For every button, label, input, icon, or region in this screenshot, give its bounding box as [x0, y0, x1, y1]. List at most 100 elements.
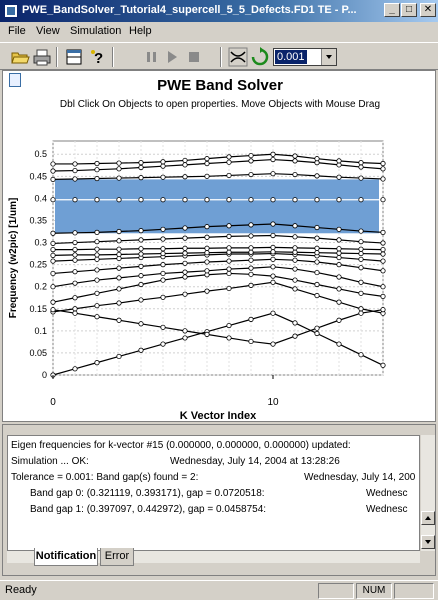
layout-icon[interactable]	[64, 47, 84, 67]
help-icon[interactable]: ?	[88, 47, 108, 67]
band-point	[72, 280, 78, 286]
menu-simulation[interactable]: Simulation	[70, 25, 122, 37]
chart-subtitle: Dbl Click On Objects to open properties.…	[59, 99, 381, 110]
band-line	[53, 153, 384, 165]
band-point	[160, 341, 166, 347]
band-point	[94, 314, 100, 320]
refresh-icon[interactable]	[250, 47, 270, 67]
band-point	[380, 240, 386, 246]
band-point	[160, 163, 166, 169]
band-point	[336, 262, 342, 268]
band-point	[160, 250, 166, 257]
band-point	[270, 244, 276, 251]
print-icon[interactable]	[32, 47, 52, 67]
band-point	[358, 279, 364, 285]
band-point	[50, 299, 56, 305]
band-point	[248, 245, 254, 251]
band-point	[358, 246, 364, 252]
band-point	[270, 256, 276, 262]
band-point	[204, 259, 210, 265]
band-point	[116, 166, 122, 172]
band-point	[204, 268, 210, 274]
band-point	[138, 281, 144, 288]
tab-notification[interactable]: Notification	[34, 548, 98, 566]
band-point	[50, 176, 56, 183]
band-point	[380, 307, 386, 313]
band-chart[interactable]: 0 0.05 0.1 0.15 0.2 0.25 0.3 0.35 0.4 0.45 0.5 0 10 K…	[3, 71, 435, 421]
band-point	[50, 270, 56, 277]
band-point	[94, 256, 100, 262]
band-point	[358, 164, 364, 170]
band-point	[160, 246, 166, 252]
band-point	[226, 154, 232, 160]
band-point	[380, 362, 386, 368]
menu-view[interactable]: View	[36, 25, 60, 37]
band-point	[292, 223, 298, 229]
close-button[interactable]: ✕	[420, 3, 436, 17]
band-point	[226, 335, 232, 341]
band-point	[358, 306, 364, 312]
band-point	[182, 235, 188, 241]
band-line	[52, 266, 384, 288]
maximize-button[interactable]: □	[401, 3, 417, 17]
zoom-fit-icon[interactable]	[228, 47, 248, 67]
vertical-scrollbar[interactable]	[421, 435, 435, 551]
band-point	[292, 153, 298, 159]
band-point	[160, 159, 166, 165]
band-point	[292, 277, 298, 283]
toolbar-separator	[220, 47, 222, 67]
minimize-button[interactable]: _	[384, 3, 400, 17]
band-point	[380, 247, 386, 253]
band-point	[50, 240, 56, 247]
bandgap-region	[55, 179, 379, 234]
band-point	[358, 175, 364, 181]
status-panel	[394, 583, 434, 599]
y-axis-label: Frequency (w2pic) [1/um]	[8, 198, 19, 319]
open-icon[interactable]	[10, 47, 30, 67]
band-point	[248, 265, 254, 271]
zoom-value: 0.001	[275, 50, 307, 64]
band-point	[292, 158, 298, 164]
band-point	[72, 230, 78, 236]
scroll-up-button[interactable]	[421, 511, 435, 525]
band-point	[270, 232, 276, 239]
pause-icon[interactable]	[142, 47, 162, 67]
band-point	[226, 270, 232, 277]
band-point	[50, 258, 56, 264]
zoom-select[interactable]: 0.001	[273, 48, 337, 66]
band-line	[52, 234, 384, 245]
chevron-down-icon[interactable]	[321, 49, 336, 65]
band-point	[94, 197, 100, 203]
band-point	[204, 288, 210, 294]
log-line: Band gap 0: (0.321119, 0.393171), gap = …	[30, 488, 265, 499]
stop-icon[interactable]	[184, 47, 204, 67]
band-point	[358, 310, 364, 316]
band-point	[248, 197, 254, 203]
band-point	[314, 281, 320, 288]
menu-help[interactable]: Help	[129, 25, 152, 37]
band-point	[270, 171, 276, 177]
band-point	[138, 273, 144, 279]
band-point	[292, 245, 298, 251]
scroll-down-button[interactable]	[421, 535, 435, 549]
band-point	[182, 162, 188, 168]
band-point	[138, 246, 144, 252]
band-point	[116, 251, 122, 258]
band-point	[226, 245, 232, 251]
menu-file[interactable]: File	[8, 25, 26, 37]
band-line	[52, 281, 384, 314]
band-point	[116, 197, 122, 203]
tab-error[interactable]: Error	[100, 548, 134, 566]
band-point	[270, 273, 276, 279]
band-point	[204, 245, 210, 251]
status-panel	[318, 583, 354, 599]
band-point	[94, 239, 100, 245]
play-icon[interactable]	[162, 47, 182, 67]
band-point	[314, 269, 320, 276]
band-point	[292, 171, 298, 178]
band-point	[336, 158, 342, 164]
band-point	[116, 286, 122, 292]
log-area[interactable]: Eigen frequencies for k-vector #15 (0.00…	[7, 435, 420, 551]
band-point	[380, 160, 386, 167]
band-point	[160, 174, 166, 180]
